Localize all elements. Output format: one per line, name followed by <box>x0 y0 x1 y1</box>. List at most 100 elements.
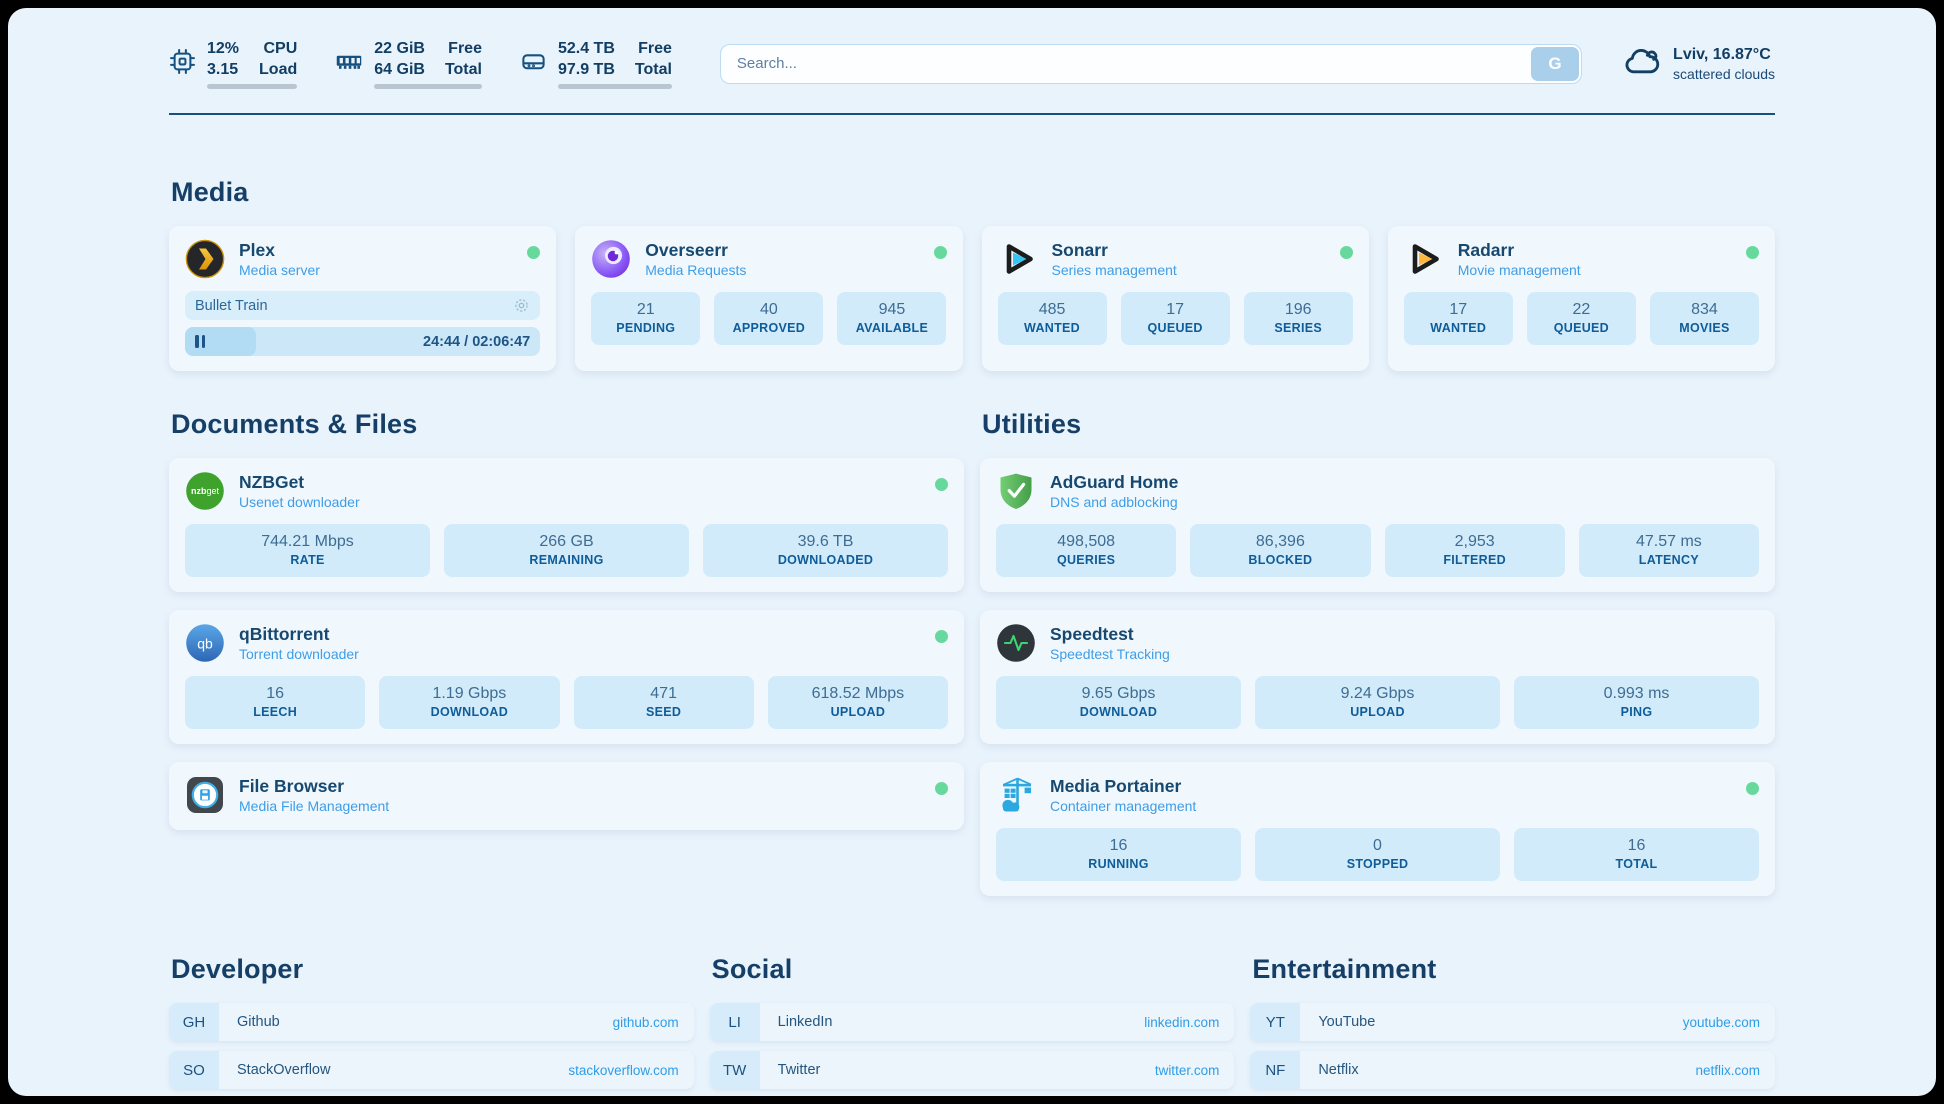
app-subtitle: Container management <box>1050 798 1197 814</box>
radarr-card[interactable]: Radarr Movie management 17 WANTED 22 QUE… <box>1387 226 1775 371</box>
utilities-section-title: Utilities <box>982 409 1082 439</box>
bookmark-stackoverflow[interactable]: SO StackOverflow stackoverflow.com <box>169 1051 694 1089</box>
overseerr-card[interactable]: Overseerr Media Requests 21 PENDING 40 A… <box>575 226 963 371</box>
cpu-value-2: 3.15 <box>207 61 239 78</box>
stat-series: 196 SERIES <box>1243 292 1353 345</box>
filebrowser-card[interactable]: File Browser Media File Management <box>169 762 964 830</box>
portainer-card[interactable]: Media Portainer Container management 16 … <box>980 762 1775 896</box>
search-provider-button[interactable]: G <box>1531 46 1580 81</box>
stat-download: 9.65 Gbps DOWNLOAD <box>996 676 1241 729</box>
status-dot <box>935 782 948 795</box>
svg-text:qb: qb <box>197 636 213 652</box>
gear-icon[interactable] <box>513 297 530 314</box>
memory-readout: 22 GiB Free 64 GiB Total <box>374 38 482 89</box>
cpu-progressbar <box>207 84 298 89</box>
dashboard-page: 12% CPU 3.15 Load <box>8 8 1936 1096</box>
app-subtitle: Series management <box>1051 262 1177 278</box>
plex-icon <box>185 239 225 279</box>
stat-upload: 618.52 Mbps UPLOAD <box>767 676 948 729</box>
weather-location-temp: Lviv, 16.87°C <box>1673 46 1771 63</box>
stat-latency: 47.57 ms LATENCY <box>1578 524 1759 577</box>
app-title: Sonarr <box>1051 240 1108 260</box>
plex-card[interactable]: Plex Media server Bullet Train <box>169 226 557 371</box>
bookmark-abbr: SO <box>169 1051 219 1089</box>
stat-pending: 21 PENDING <box>591 292 701 345</box>
speedtest-icon <box>996 623 1036 663</box>
disk-icon <box>520 48 547 80</box>
speedtest-card[interactable]: Speedtest Speedtest Tracking 9.65 Gbps D… <box>980 610 1775 744</box>
app-title: Radarr <box>1457 240 1515 260</box>
cpu-readout: 12% CPU 3.15 Load <box>207 38 298 89</box>
section-social: Social LI LinkedIn linkedin.com TW Twitt… <box>709 954 1235 1096</box>
disk-value-2: 97.9 TB <box>557 61 615 78</box>
resource-widgets: 12% CPU 3.15 Load <box>169 38 672 89</box>
stat-approved: 40 APPROVED <box>714 292 824 345</box>
bookmark-name: Github <box>237 1014 280 1030</box>
status-dot <box>1746 782 1759 795</box>
stat-blocked: 86,396 BLOCKED <box>1190 524 1371 577</box>
cpu-value-1: 12% <box>207 40 240 57</box>
memory-label-2: Total <box>444 61 482 78</box>
disk-label-2: Total <box>634 61 672 78</box>
sonarr-card[interactable]: Sonarr Series management 485 WANTED 17 Q… <box>981 226 1369 371</box>
stat-wanted: 485 WANTED <box>997 292 1107 345</box>
bookmark-github[interactable]: GH Github github.com <box>169 1003 694 1041</box>
bookmark-abbr: YT <box>1250 1003 1301 1041</box>
nzbget-card[interactable]: nzbget NZBGet Usenet downloader 744.21 M… <box>169 458 964 592</box>
app-title: File Browser <box>239 776 345 796</box>
status-dot <box>935 478 948 491</box>
stat-remaining: 266 GB REMAINING <box>444 524 689 577</box>
cpu-label-2: Load <box>259 61 298 78</box>
disk-value-1: 52.4 TB <box>557 40 615 57</box>
stat-download: 1.19 Gbps DOWNLOAD <box>379 676 560 729</box>
app-subtitle: Speedtest Tracking <box>1050 646 1170 662</box>
stat-queries: 498,508 QUERIES <box>996 524 1177 577</box>
bookmark-netflix[interactable]: NF Netflix netflix.com <box>1250 1051 1775 1089</box>
bookmark-twitter[interactable]: TW Twitter twitter.com <box>709 1051 1235 1089</box>
app-subtitle: DNS and adblocking <box>1050 494 1178 510</box>
stat-wanted: 17 WANTED <box>1403 292 1513 345</box>
cpu-icon <box>169 48 196 80</box>
bookmark-name: Netflix <box>1318 1062 1359 1078</box>
sonarr-icon <box>998 239 1038 279</box>
stat-rate: 744.21 Mbps RATE <box>185 524 430 577</box>
entertainment-section-title: Entertainment <box>1252 954 1437 984</box>
bookmark-abbr: NF <box>1250 1051 1301 1089</box>
top-bar: 12% CPU 3.15 Load <box>169 38 1775 89</box>
stat-total: 16 TOTAL <box>1514 828 1759 881</box>
ram-icon <box>335 47 363 80</box>
bookmark-url: stackoverflow.com <box>568 1062 679 1078</box>
stat-leech: 16 LEECH <box>185 676 366 729</box>
disk-label-1: Free <box>638 40 672 57</box>
now-playing-title: Bullet Train <box>195 297 268 314</box>
app-subtitle: Media server <box>239 262 320 278</box>
memory-value-1: 22 GiB <box>374 40 425 57</box>
nzbget-icon: nzbget <box>185 471 225 511</box>
adguard-card[interactable]: AdGuard Home DNS and adblocking 498,508 … <box>980 458 1775 592</box>
developer-section-title: Developer <box>171 954 304 984</box>
memory-progressbar <box>374 84 482 89</box>
app-subtitle: Media Requests <box>645 262 747 278</box>
app-title: qBittorrent <box>239 624 330 644</box>
stat-ping: 0.993 ms PING <box>1514 676 1759 729</box>
cloud-icon <box>1622 41 1662 86</box>
bookmark-abbr: LI <box>709 1003 760 1041</box>
search-input[interactable] <box>719 43 1583 84</box>
media-section-title: Media <box>171 177 249 207</box>
stat-queued: 22 QUEUED <box>1526 292 1636 345</box>
qbittorrent-icon: qb <box>185 623 225 663</box>
playback-time: 24:44 / 02:06:47 <box>423 333 531 350</box>
bookmark-url: twitter.com <box>1154 1062 1220 1078</box>
bookmark-youtube[interactable]: YT YouTube youtube.com <box>1250 1003 1775 1041</box>
bookmark-abbr: TW <box>709 1051 760 1089</box>
search-bar: G <box>719 43 1583 84</box>
app-title: Overseerr <box>645 240 728 260</box>
filebrowser-icon <box>185 775 225 815</box>
app-subtitle: Media File Management <box>239 798 390 814</box>
status-dot <box>527 246 541 259</box>
bookmark-name: LinkedIn <box>777 1014 833 1030</box>
qbittorrent-card[interactable]: qb qBittorrent Torrent downloader 16 LEE… <box>169 610 964 744</box>
bookmark-linkedin[interactable]: LI LinkedIn linkedin.com <box>709 1003 1235 1041</box>
app-title: NZBGet <box>239 472 305 492</box>
app-title: AdGuard Home <box>1050 472 1179 492</box>
